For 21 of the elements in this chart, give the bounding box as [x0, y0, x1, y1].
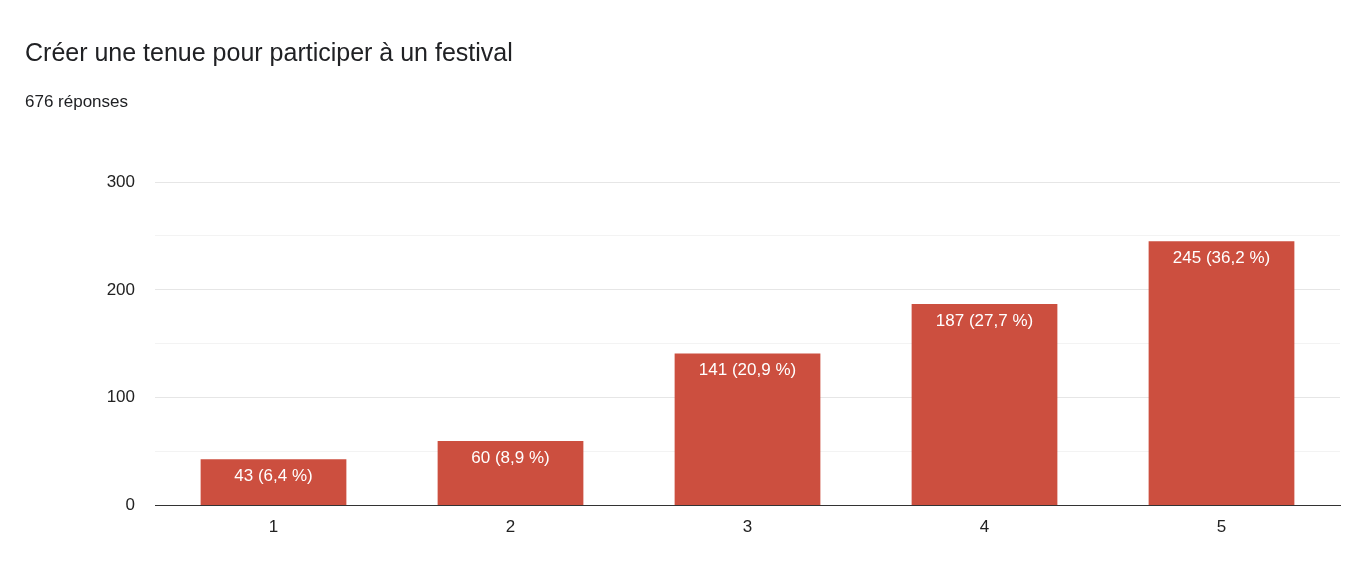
y-tick-label: 300 [106, 171, 135, 191]
data-label: 60 (8,9 %) [471, 447, 550, 467]
x-tick-label: 4 [979, 517, 990, 537]
x-tick-label: 3 [742, 517, 753, 537]
bar [437, 440, 584, 506]
bar [911, 303, 1058, 506]
chart-subtitle: 676 réponses [25, 92, 129, 112]
bar [200, 459, 347, 506]
chart-title: Créer une tenue pour participer à un festival [25, 38, 513, 67]
y-tick-label: 200 [106, 279, 135, 299]
x-tick-label: 2 [505, 517, 516, 537]
x-tick-label: 5 [1216, 517, 1227, 537]
y-tick-label: 0 [125, 495, 135, 515]
data-label: 245 (36,2 %) [1172, 248, 1271, 268]
x-tick-label: 1 [268, 517, 279, 537]
data-label: 187 (27,7 %) [935, 310, 1034, 330]
data-label: 141 (20,9 %) [698, 360, 797, 380]
y-tick-label: 100 [106, 387, 135, 407]
bar [674, 353, 821, 506]
bar [1148, 241, 1295, 506]
data-label: 43 (6,4 %) [234, 465, 313, 485]
